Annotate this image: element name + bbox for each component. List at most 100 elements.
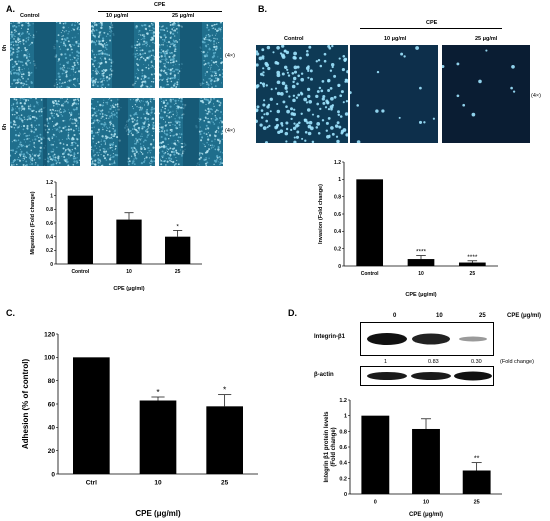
x-tick-label: Control xyxy=(361,271,379,277)
invasion-image-10 xyxy=(350,45,438,143)
bar xyxy=(458,262,486,266)
y-tick-label: 0.8 xyxy=(46,207,53,213)
y-tick-label: 0.4 xyxy=(334,229,341,235)
y-tick-label: 0.4 xyxy=(339,461,348,467)
panel-c-chart: 0 20 40 60 80 100 120 Ctrl * 10 * 25 CPE (μg/ml) Adhe… xyxy=(21,331,258,518)
actin-blot xyxy=(360,366,494,386)
bar xyxy=(206,406,243,474)
panel-a-header-line xyxy=(98,11,222,12)
panel-d-conc-25: 25 xyxy=(479,313,486,319)
y-tick-label: 0 xyxy=(344,492,347,498)
x-tick-label: 10 xyxy=(126,269,132,275)
panel-a-mag-1: (4×) xyxy=(225,53,235,59)
panel-d-conc-10: 10 xyxy=(436,313,443,319)
y-tick-label: 0 xyxy=(51,471,55,478)
y-tick-label: 0.6 xyxy=(339,445,347,451)
integrin-blot xyxy=(360,322,494,356)
panel-a-row-6h: 6h xyxy=(2,123,9,131)
panel-d-conc-0: 0 xyxy=(393,313,397,319)
panel-b-mag: (4×) xyxy=(531,93,541,99)
significance-marker: * xyxy=(223,385,227,395)
bar xyxy=(407,259,435,266)
fold-value-10: 0.83 xyxy=(428,359,439,365)
fold-value-0: 1 xyxy=(384,359,388,365)
fold-change-label: (Fold change) xyxy=(500,359,534,365)
significance-marker: * xyxy=(176,224,179,231)
y-tick-label: 1 xyxy=(344,414,347,420)
panel-d-chart: 0 0.2 0.4 0.6 0.8 1 1.2 0 10 ** 25 CPE (μg/ml) Integ… xyxy=(324,398,502,518)
x-tick-label: Control xyxy=(71,269,89,275)
panel-a-mag-2: (4×) xyxy=(225,128,235,134)
x-axis-label: CPE (μg/ml) xyxy=(113,286,144,292)
y-tick-label: 0.8 xyxy=(334,194,341,200)
bar xyxy=(462,470,491,494)
y-tick-label: 0.6 xyxy=(334,212,341,218)
y-tick-label: 40 xyxy=(48,425,56,432)
panel-a-chart: 0 0.2 0.4 0.6 0.8 1 1.2 Control 10 * 25 CPE (μg/ml)… xyxy=(30,180,202,292)
x-tick-label: Ctrl xyxy=(86,480,97,487)
panel-b-label: B. xyxy=(258,4,267,14)
y-tick-label: 1.2 xyxy=(339,398,347,404)
y-axis-label: Integrin β1 protein levels xyxy=(324,411,330,483)
y-tick-label: 1.2 xyxy=(46,180,53,186)
x-tick-label: 10 xyxy=(418,271,424,277)
significance-marker: **** xyxy=(467,254,478,261)
y-tick-label: 0.2 xyxy=(339,476,347,482)
wound-image-10-0h xyxy=(91,22,155,88)
actin-label: β-actin xyxy=(314,372,334,378)
y-tick-label: 1.2 xyxy=(334,160,341,166)
wound-image-25-0h xyxy=(159,22,223,88)
significance-marker: * xyxy=(156,387,160,397)
invasion-image-control xyxy=(256,45,348,143)
y-tick-label: 120 xyxy=(44,331,55,338)
panel-a-row-0h: 0h xyxy=(2,44,9,52)
panel-d-label: D. xyxy=(288,308,297,318)
y-tick-label: 1 xyxy=(50,193,53,199)
bar xyxy=(412,428,440,494)
wound-image-25-6h xyxy=(159,98,223,166)
panel-a-col-25: 25 μg/ml xyxy=(172,13,195,19)
x-axis-label: CPE (μg/ml) xyxy=(409,512,443,518)
panel-b-col-25: 25 μg/ml xyxy=(475,36,498,42)
panel-a-col-10: 10 μg/ml xyxy=(106,13,129,19)
fold-value-25: 0.30 xyxy=(471,359,482,365)
significance-marker: ** xyxy=(474,455,480,463)
panel-a-header: CPE xyxy=(154,2,166,8)
y-tick-label: 0.2 xyxy=(46,248,53,254)
y-tick-label: 0.4 xyxy=(46,234,53,240)
y-tick-label: 0.6 xyxy=(46,221,53,227)
wound-image-control-0h xyxy=(10,22,80,88)
bar xyxy=(67,195,93,264)
y-tick-label: 0 xyxy=(50,262,53,268)
bar xyxy=(116,219,142,264)
y-axis-label: Invasion (Fold change) xyxy=(318,184,324,244)
panel-b-col-10: 10 μg/ml xyxy=(384,36,407,42)
panel-c-label: C. xyxy=(6,308,15,318)
y-tick-label: 20 xyxy=(48,448,56,455)
wound-image-control-6h xyxy=(10,98,80,166)
panel-a-col-control: Control xyxy=(20,13,40,19)
x-tick-label: 0 xyxy=(374,500,377,506)
bar xyxy=(139,400,177,474)
bar xyxy=(73,357,110,474)
bar xyxy=(356,179,384,266)
x-tick-label: 25 xyxy=(175,269,181,275)
y-tick-label: 0 xyxy=(338,264,341,270)
y-tick-label: 1 xyxy=(338,177,341,183)
panel-a-label: A. xyxy=(6,4,15,14)
y-tick-label: 0.8 xyxy=(339,429,347,435)
integrin-label: Integrin-β1 xyxy=(314,334,345,340)
y-axis-label: Migeation (Fold change) xyxy=(30,191,36,254)
invasion-image-25 xyxy=(442,45,530,143)
wound-image-10-6h xyxy=(91,98,155,166)
y-tick-label: 0.2 xyxy=(334,246,341,252)
y-axis-label: Adhesion (% of control) xyxy=(21,359,30,450)
y-tick-label: 80 xyxy=(48,378,56,385)
x-tick-label: 25 xyxy=(221,480,229,487)
bar xyxy=(361,415,390,494)
panel-d-cpe-label: CPE (μg/ml) xyxy=(507,313,542,319)
y-tick-label: 100 xyxy=(44,355,55,362)
x-tick-label: 25 xyxy=(470,271,476,277)
panel-b-header: CPE xyxy=(426,20,438,26)
y-axis-label: (Fold change) xyxy=(331,427,337,466)
